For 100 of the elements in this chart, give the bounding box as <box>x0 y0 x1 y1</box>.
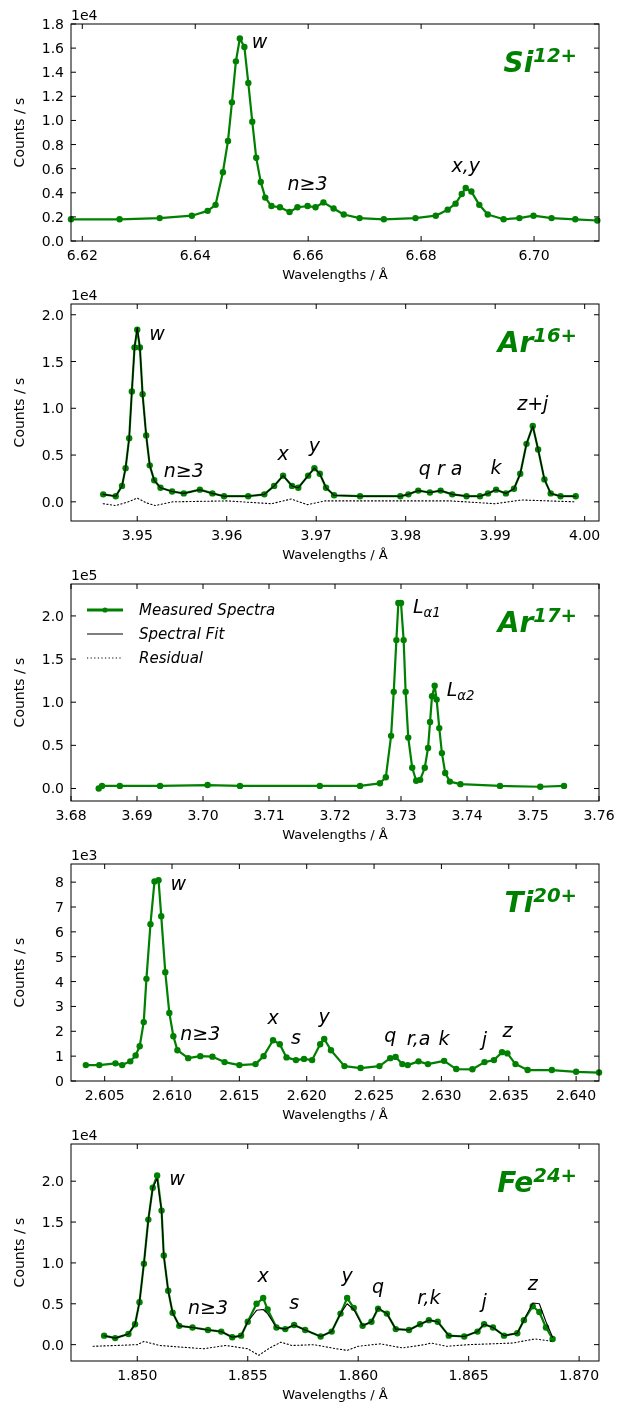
annotation: r,k <box>417 1286 442 1309</box>
x-tick-label: 6.70 <box>518 247 550 263</box>
annotation: r,a <box>406 1027 431 1050</box>
y-tick-label: 7 <box>55 899 64 915</box>
legend-label: Measured Spectra <box>139 601 276 619</box>
x-tick-label: 1.865 <box>448 1367 489 1383</box>
y-tick-label: 0.0 <box>41 233 64 249</box>
annotation: q <box>384 1024 397 1047</box>
x-tick-label: 3.99 <box>479 527 511 543</box>
text: 1e3 <box>71 847 98 863</box>
x-tick-label: 1.850 <box>117 1367 158 1383</box>
annotation: w <box>170 872 187 895</box>
y-axis-title: Counts / s <box>11 97 27 168</box>
x-tick-label: 6.66 <box>292 247 324 263</box>
y-tick-label: 4 <box>55 973 65 990</box>
y-tick-label: 0.5 <box>41 1295 64 1312</box>
text: Ti$^{20+}$ <box>504 884 577 919</box>
legend-label: Spectral Fit <box>139 625 226 643</box>
annotation: y <box>340 1264 354 1287</box>
y-tick-label: 6 <box>55 923 65 940</box>
annotation: x <box>256 1264 270 1287</box>
y-tick-label: 0.0 <box>41 493 64 510</box>
x-axis-title: Wavelengths / Å <box>282 547 388 562</box>
x-tick-label: 3.75 <box>517 807 549 823</box>
x-tick-label: 1.860 <box>338 1367 379 1383</box>
y-tick-label: 0.8 <box>41 136 64 153</box>
y-axis-title: Counts / s <box>11 377 27 448</box>
x-axis-title: Wavelengths / Å <box>282 1387 388 1402</box>
y-tick-label: 0.6 <box>41 160 65 177</box>
x-tick-label: 3.70 <box>187 807 219 823</box>
annotation: z <box>501 1019 514 1042</box>
annotation: s <box>290 1026 301 1049</box>
y-tick-label: 1.5 <box>41 651 64 668</box>
annotation: x,y <box>450 153 481 176</box>
y-tick-label: 2.0 <box>41 1173 64 1190</box>
annotation: z+j <box>516 392 550 415</box>
x-tick-label: 6.64 <box>179 247 211 263</box>
y-tick-label: 1.5 <box>41 1214 64 1231</box>
text: 1e4 <box>71 1127 98 1143</box>
x-tick-label: 2.605 <box>84 1087 125 1103</box>
annotation: n≥3 <box>287 172 328 195</box>
text: Ar$^{16+}$ <box>495 324 577 359</box>
y-axis-title: Counts / s <box>11 657 27 728</box>
text: Ar$^{17+}$ <box>495 604 577 639</box>
y-tick-label: 0.0 <box>41 780 64 797</box>
x-tick-label: 3.72 <box>319 807 351 823</box>
x-tick-label: 3.73 <box>385 807 417 823</box>
annotation: y <box>317 1004 331 1027</box>
annotation: x <box>266 1006 280 1029</box>
y-tick-label: 2.0 <box>41 306 64 323</box>
y-tick-label: 3 <box>55 998 64 1015</box>
y-tick-label: 1 <box>55 1048 64 1065</box>
y-tick-label: 0 <box>55 1073 64 1089</box>
x-tick-label: 3.74 <box>451 807 483 823</box>
x-tick-label: 3.96 <box>211 527 243 543</box>
y-tick-label: 1.6 <box>41 40 65 57</box>
text: Si$^{12+}$ <box>503 44 577 79</box>
annotation: k <box>438 1026 451 1049</box>
annotation: k <box>490 455 503 478</box>
x-tick-label: 3.69 <box>121 807 153 823</box>
annotation: q r a <box>418 456 463 479</box>
x-tick-label: 2.615 <box>219 1087 260 1103</box>
annotation: z <box>526 1272 539 1295</box>
text: Fe$^{24+}$ <box>497 1164 577 1199</box>
text: 1e4 <box>71 287 98 303</box>
text: 1e4 <box>71 7 98 23</box>
y-tick-label: 0.5 <box>41 447 64 464</box>
text: 1e5 <box>71 567 98 583</box>
x-tick-label: 4.00 <box>569 527 601 543</box>
x-tick-label: 6.68 <box>405 247 437 263</box>
x-tick-label: 3.97 <box>300 527 332 543</box>
annotation: n≥3 <box>187 1295 228 1318</box>
annotation: n≥3 <box>180 1022 221 1045</box>
x-tick-label: 1.855 <box>227 1367 268 1383</box>
annotation: y <box>307 434 321 457</box>
y-tick-label: 1.2 <box>41 88 64 105</box>
annotation: w <box>251 30 268 53</box>
y-tick-label: 0.0 <box>41 1336 64 1353</box>
y-tick-label: 0.2 <box>41 208 64 225</box>
y-tick-label: 1.5 <box>41 353 64 370</box>
y-tick-label: 1.4 <box>41 64 65 81</box>
annotation: q <box>372 1274 385 1297</box>
annotation: s <box>289 1291 300 1314</box>
x-tick-label: 1.870 <box>559 1367 600 1383</box>
x-tick-label: 2.625 <box>354 1087 395 1103</box>
y-tick-label: 1.0 <box>41 400 64 417</box>
x-tick-label: 3.71 <box>253 807 285 823</box>
y-tick-label: 1.0 <box>41 1254 64 1271</box>
y-tick-label: 0.5 <box>41 737 64 754</box>
x-axis-title: Wavelengths / Å <box>282 267 388 282</box>
x-tick-label: 2.610 <box>151 1087 193 1103</box>
x-axis-title: Wavelengths / Å <box>282 1107 388 1122</box>
x-tick-label: 3.76 <box>583 807 615 823</box>
y-tick-label: 1.0 <box>41 694 64 711</box>
x-tick-label: 3.98 <box>390 527 422 543</box>
annotation: j <box>478 1290 488 1313</box>
x-tick-label: 6.62 <box>66 247 98 263</box>
y-tick-label: 0.4 <box>41 184 65 201</box>
x-axis-title: Wavelengths / Å <box>282 827 388 842</box>
y-tick-label: 5 <box>55 948 64 965</box>
